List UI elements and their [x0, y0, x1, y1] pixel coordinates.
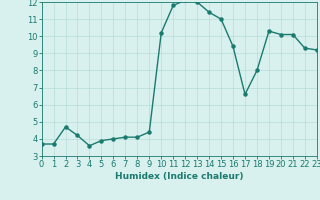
X-axis label: Humidex (Indice chaleur): Humidex (Indice chaleur) [115, 172, 244, 181]
